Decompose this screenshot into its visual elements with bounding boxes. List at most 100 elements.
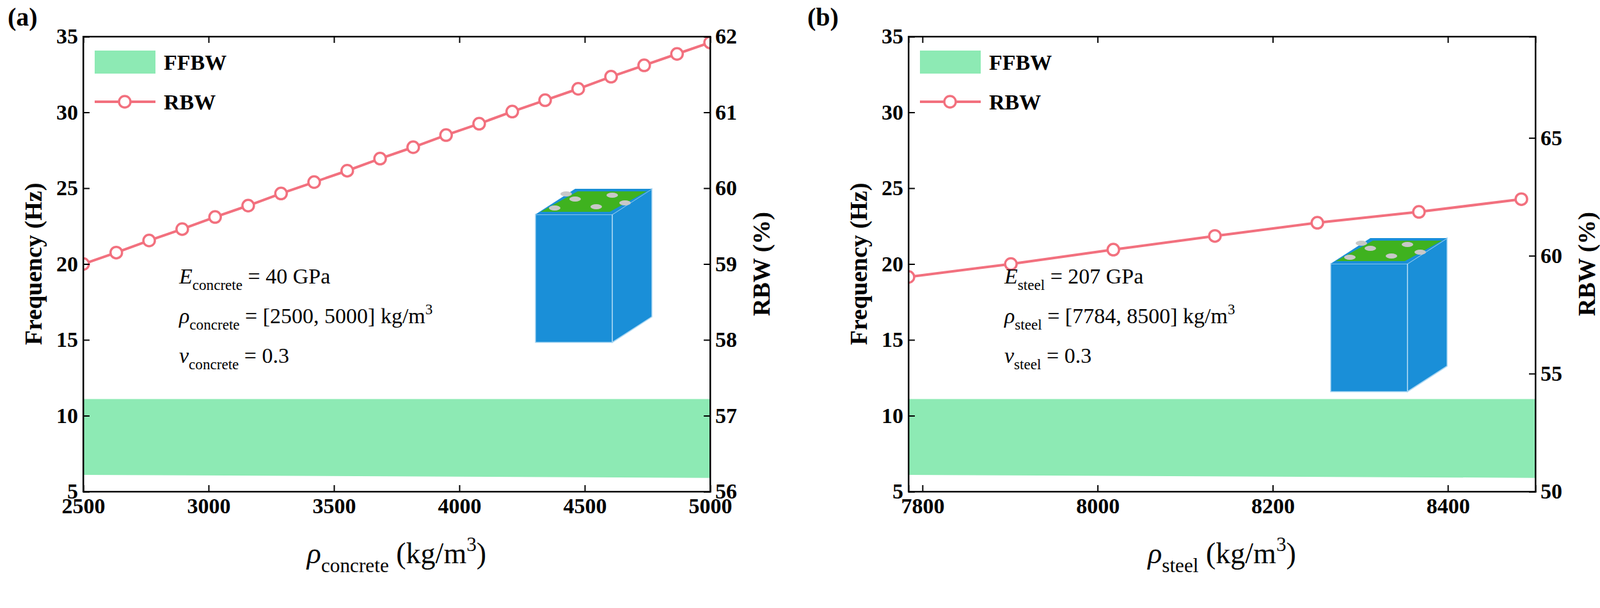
tick-label: 4500 [563, 493, 608, 518]
text-run: concrete [189, 316, 240, 333]
marker [209, 211, 221, 223]
tick [459, 36, 460, 43]
tick: 8200 [1251, 484, 1295, 518]
legend-marker [944, 95, 956, 108]
tick: 59 [703, 252, 737, 276]
tick-mark [908, 491, 915, 493]
tick-mark [83, 491, 90, 493]
text-run: steel [1014, 316, 1042, 333]
tick-label: 60 [1540, 243, 1563, 268]
tick: 10 [56, 403, 90, 428]
marker [638, 59, 650, 72]
marker [1311, 216, 1323, 229]
tick: 35 [881, 24, 915, 48]
tick: 35 [56, 24, 90, 48]
legend-swatch [919, 50, 981, 74]
tick: 3000 [187, 484, 231, 518]
tick-mark [584, 36, 587, 43]
tick-label: 20 [881, 252, 904, 276]
tick-mark [83, 111, 90, 114]
inset-cube [535, 188, 652, 343]
cube-inclusion [1414, 249, 1426, 255]
tick-mark [908, 111, 915, 114]
tick-label: 8200 [1251, 493, 1295, 518]
y-axis: 5101520253035 [56, 24, 90, 503]
cube-front [1330, 263, 1408, 392]
legend-swatch [94, 50, 156, 74]
tick: 56 [703, 479, 737, 503]
tick-label: 5 [892, 479, 904, 503]
text-run: 3 [466, 532, 477, 556]
tick: 4500 [563, 484, 608, 518]
tick-label: 30 [881, 100, 904, 125]
tick: 50 [1528, 479, 1563, 503]
marker [275, 187, 287, 199]
tick-mark [333, 484, 336, 492]
inset-cube [1330, 237, 1448, 392]
tick: 30 [56, 100, 90, 125]
tick: 15 [881, 327, 915, 352]
tick-label: 10 [881, 403, 904, 428]
tick: 20 [881, 252, 915, 276]
cube-top-rim [535, 188, 652, 215]
tick-mark [1272, 36, 1274, 43]
y-axis-title: Frequency (Hz) [845, 182, 873, 346]
tick-mark [908, 415, 915, 417]
tick-mark [459, 484, 461, 492]
text-run: (kg/m [1198, 536, 1277, 570]
marker [407, 141, 420, 153]
tick-label: 61 [715, 100, 737, 125]
tick-mark [584, 484, 587, 492]
marker [704, 36, 711, 48]
cube-side [612, 188, 652, 343]
tick-label: 35 [881, 24, 904, 48]
text-run: = [7784, 8500] kg/m [1042, 303, 1228, 328]
text-run: 3 [425, 300, 434, 318]
tick-label: 8400 [1426, 493, 1471, 518]
tick: 60 [1528, 243, 1563, 268]
plot-data [908, 193, 1536, 478]
tick: 5 [892, 479, 915, 503]
tick-label: 7800 [900, 493, 945, 518]
text-run: = 40 GPa [242, 264, 331, 288]
y2-axis-title: RBW (%) [1573, 211, 1600, 317]
legend-marker [118, 95, 131, 108]
tick-mark [459, 36, 461, 43]
cube-inclusion [1355, 240, 1368, 246]
tick-label: 8000 [1076, 493, 1120, 518]
tick: 3500 [312, 484, 357, 518]
tick-mark [208, 36, 210, 43]
axis-line [83, 37, 711, 44]
band [908, 398, 1536, 478]
marker [308, 176, 320, 189]
tick: 58 [703, 327, 737, 352]
marker [242, 199, 254, 212]
marker [374, 152, 386, 165]
tick-mark [908, 36, 915, 38]
axis-line [1528, 37, 1537, 492]
annotation: ρsteel = [7784, 8500] kg/m3 [1003, 300, 1235, 333]
tick: 4000 [438, 484, 482, 518]
panel: 2500300035004000450050005101520253035565… [7, 2, 776, 577]
y2-axis: 50556065 [1528, 37, 1563, 504]
tick [333, 36, 335, 43]
cube-inclusion [560, 191, 572, 197]
tick-label: 15 [881, 327, 904, 352]
axis-line [703, 37, 711, 492]
tick-mark [1097, 36, 1099, 43]
text-run: steel [1161, 554, 1199, 577]
axis-line [909, 484, 1537, 492]
tick-label: 15 [56, 327, 79, 352]
text-run: ν [1004, 343, 1015, 368]
tick: 15 [56, 327, 90, 352]
axis-line [83, 484, 711, 492]
tick-mark [921, 484, 924, 492]
tick: 10 [881, 403, 915, 428]
y2-axis: 56575859606162 [703, 24, 737, 503]
text-run: concrete [321, 554, 389, 577]
tick-label: 20 [56, 252, 79, 276]
cube-top [540, 191, 647, 212]
legend-label: FFBW [989, 50, 1052, 75]
tick: 65 [1528, 126, 1563, 150]
marker [176, 223, 189, 235]
